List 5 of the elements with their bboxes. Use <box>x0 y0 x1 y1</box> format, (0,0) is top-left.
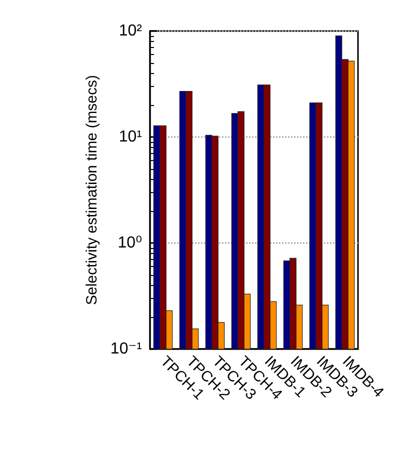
y-tick-label: 10⁻¹ <box>110 340 142 358</box>
y-axis-title: Selectivity estimation time (msecs) <box>84 74 101 306</box>
y-tick-label: 10² <box>118 22 143 40</box>
y-tick-label: 10⁰ <box>118 234 142 252</box>
y-tick-label: 10¹ <box>118 128 142 146</box>
